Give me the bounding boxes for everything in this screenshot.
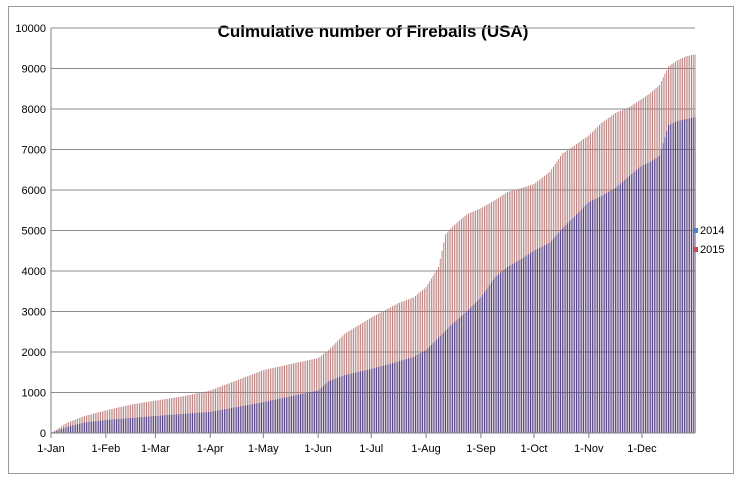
x-tick-label: 1-Feb [91,443,120,455]
x-tick-label: 1-May [248,443,279,455]
x-tick-label: 1-Jul [359,443,383,455]
y-tick-label: 8000 [22,104,46,116]
x-tick-label: 1-Nov [574,443,604,455]
x-tick-label: 1-Sep [466,443,495,455]
y-tick-label: 7000 [22,145,46,157]
y-tick-label: 1000 [22,388,46,400]
x-tick-label: 1-Apr [197,443,224,455]
legend-label-2014: 2014 [700,225,724,237]
x-tick-label: 1-Dec [627,443,657,455]
y-tick-label: 5000 [22,226,46,238]
legend-swatch-2015 [693,247,698,252]
chart: Culmulative number of Fireballs (USA) 0 1… [15,22,724,455]
x-tick-label: 1-Mar [141,443,170,455]
x-tick-label: 1-Oct [521,443,548,455]
y-tick-label: 6000 [22,185,46,197]
y-tick-label: 2000 [22,347,46,359]
y-tick-label: 10000 [15,23,46,35]
legend-swatch-2014 [693,228,698,233]
y-tick-label: 3000 [22,307,46,319]
chart-title: Culmulative number of Fireballs (USA) [218,22,529,41]
x-tick-label: 1-Aug [411,443,440,455]
x-tick-label: 1-Jun [304,443,332,455]
chart-frame: Culmulative number of Fireballs (USA) 0 1… [8,6,734,474]
y-tick-label: 4000 [22,266,46,278]
y-tick-label: 0 [40,428,46,440]
legend-label-2015: 2015 [700,244,724,256]
x-tick-label: 1-Jan [37,443,65,455]
y-tick-label: 9000 [22,64,46,76]
